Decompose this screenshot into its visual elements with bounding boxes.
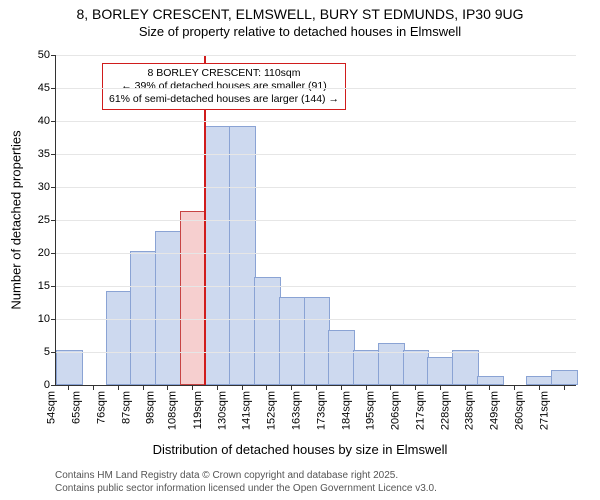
x-tick-label: 141sqm [241,391,253,430]
x-tick-label: 54sqm [46,391,58,424]
x-tick-mark [291,385,292,390]
x-tick-label: 206sqm [389,391,401,430]
x-tick-label: 260sqm [513,391,525,430]
gridline [56,154,576,155]
bar [130,251,157,385]
x-tick-label: 228sqm [439,391,451,430]
y-tick-mark [51,88,56,89]
y-tick-mark [51,352,56,353]
gridline [56,121,576,122]
x-tick-label: 119sqm [192,391,204,429]
footer-line1: Contains HM Land Registry data © Crown c… [55,470,398,481]
bar [427,357,454,385]
gridline [56,253,576,254]
bar [56,350,83,385]
x-tick-mark [217,385,218,390]
bar [279,297,306,385]
x-tick-mark [440,385,441,390]
gridline [56,319,576,320]
bar [205,126,232,385]
annotation-line1: 8 BORLEY CRESCENT: 110sqm [109,67,339,80]
y-tick-mark [51,286,56,287]
property-size-histogram: 8, BORLEY CRESCENT, ELMSWELL, BURY ST ED… [0,0,600,500]
bar [254,277,281,385]
bar [304,297,331,385]
gridline [56,220,576,221]
x-tick-mark [564,385,565,390]
bar [526,376,553,385]
gridline [56,55,576,56]
x-tick-mark [93,385,94,390]
x-tick-mark [266,385,267,390]
x-tick-label: 271sqm [538,391,550,430]
y-tick-mark [51,385,56,386]
y-tick-mark [51,253,56,254]
x-tick-label: 249sqm [489,391,501,430]
gridline [56,286,576,287]
x-tick-label: 87sqm [120,391,132,424]
x-tick-label: 152sqm [266,391,278,430]
chart-title-line1: 8, BORLEY CRESCENT, ELMSWELL, BURY ST ED… [0,6,600,22]
x-tick-mark [366,385,367,390]
x-tick-label: 184sqm [340,391,352,430]
gridline [56,187,576,188]
bar [328,330,355,385]
x-tick-label: 108sqm [167,391,179,430]
x-tick-label: 195sqm [365,391,377,430]
x-tick-mark [489,385,490,390]
x-tick-mark [118,385,119,390]
x-tick-mark [316,385,317,390]
bar [353,350,380,385]
gridline [56,88,576,89]
x-tick-label: 173sqm [315,391,327,430]
x-tick-mark [465,385,466,390]
x-tick-mark [167,385,168,390]
footer-line2: Contains public sector information licen… [55,483,437,494]
x-tick-label: 76sqm [95,391,107,424]
bar [229,126,256,385]
y-tick-mark [51,121,56,122]
bar [106,291,133,385]
bar [551,370,578,385]
y-tick-mark [51,154,56,155]
y-tick-mark [51,220,56,221]
x-tick-label: 238sqm [464,391,476,430]
x-tick-mark [415,385,416,390]
chart-title-line2: Size of property relative to detached ho… [0,24,600,39]
bar [155,231,182,385]
y-tick-mark [51,187,56,188]
x-tick-mark [242,385,243,390]
x-tick-mark [192,385,193,390]
x-tick-label: 98sqm [145,391,157,424]
bar [403,350,430,385]
x-tick-mark [143,385,144,390]
annotation-line2: ← 39% of detached houses are smaller (91… [109,80,339,93]
gridline [56,352,576,353]
x-tick-mark [390,385,391,390]
plot-area: 8 BORLEY CRESCENT: 110sqm ← 39% of detac… [55,55,576,386]
y-axis-label: Number of detached properties [9,130,24,309]
x-tick-label: 65sqm [71,391,83,424]
x-tick-label: 163sqm [290,391,302,430]
x-tick-mark [514,385,515,390]
x-tick-mark [341,385,342,390]
annotation-line3: 61% of semi-detached houses are larger (… [109,93,339,106]
annotation-box: 8 BORLEY CRESCENT: 110sqm ← 39% of detac… [102,63,346,110]
x-tick-label: 130sqm [216,391,228,430]
y-tick-mark [51,319,56,320]
y-tick-mark [51,55,56,56]
x-tick-label: 217sqm [414,391,426,430]
bar [452,350,479,385]
x-tick-mark [68,385,69,390]
x-axis-label: Distribution of detached houses by size … [0,442,600,457]
bar [477,376,504,385]
bar-highlight [180,211,207,385]
x-tick-mark [539,385,540,390]
bar [378,343,405,385]
